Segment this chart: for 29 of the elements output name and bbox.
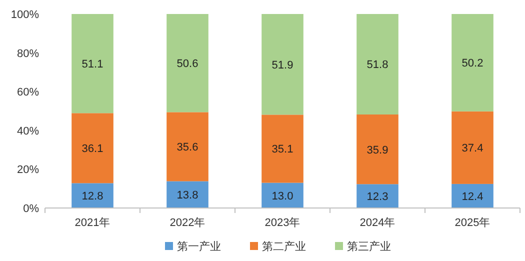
- data-label: 37.4: [462, 142, 484, 155]
- data-label: 50.2: [462, 58, 484, 70]
- x-tick-label: 2022年: [170, 217, 206, 229]
- x-tick-label: 2025年: [454, 217, 490, 229]
- y-tick-label: 0%: [23, 203, 40, 215]
- y-tick-label: 80%: [16, 48, 40, 60]
- data-label: 50.6: [176, 58, 198, 70]
- data-label: 12.8: [82, 190, 104, 203]
- y-tick-label: 20%: [16, 164, 40, 176]
- data-label: 12.4: [462, 190, 484, 203]
- data-label: 35.1: [272, 144, 294, 156]
- x-tick-label: 2024年: [360, 217, 396, 229]
- data-label: 12.3: [366, 191, 388, 204]
- legend-label: 第一产业: [177, 240, 221, 253]
- data-label: 13.8: [176, 190, 198, 202]
- legend-label: 第二产业: [262, 240, 306, 253]
- y-tick-label: 100%: [10, 9, 40, 21]
- y-tick-label: 60%: [16, 86, 40, 99]
- data-label: 35.6: [176, 142, 198, 154]
- y-tick-label: 40%: [16, 125, 40, 138]
- data-label: 51.9: [272, 59, 294, 72]
- data-label: 13.0: [272, 190, 294, 202]
- data-label: 51.1: [82, 58, 104, 71]
- data-label: 35.9: [366, 144, 388, 156]
- data-label: 36.1: [82, 143, 104, 156]
- legend-label: 第三产业: [347, 240, 391, 253]
- x-tick-label: 2023年: [264, 217, 300, 229]
- data-label: 51.8: [366, 59, 388, 72]
- x-tick-label: 2021年: [74, 217, 110, 229]
